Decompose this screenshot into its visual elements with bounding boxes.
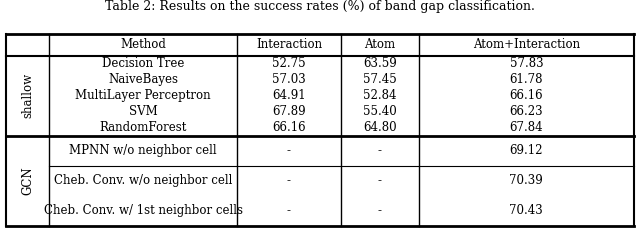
Text: -: -: [378, 144, 382, 157]
Text: -: -: [287, 204, 291, 217]
Text: Atom+Interaction: Atom+Interaction: [473, 38, 580, 51]
Text: 66.16: 66.16: [509, 89, 543, 102]
Text: 52.75: 52.75: [272, 57, 306, 70]
Text: 61.78: 61.78: [509, 73, 543, 86]
Text: -: -: [378, 174, 382, 187]
Text: 67.89: 67.89: [272, 105, 306, 118]
Text: 64.91: 64.91: [272, 89, 306, 102]
Text: 66.16: 66.16: [272, 121, 306, 134]
Text: MultiLayer Perceptron: MultiLayer Perceptron: [76, 89, 211, 102]
Text: 52.84: 52.84: [363, 89, 397, 102]
Text: Interaction: Interaction: [256, 38, 322, 51]
Text: Table 2: Results on the success rates (%) of band gap classification.: Table 2: Results on the success rates (%…: [105, 0, 535, 14]
Text: Method: Method: [120, 38, 166, 51]
Text: 57.83: 57.83: [509, 57, 543, 70]
Text: 63.59: 63.59: [363, 57, 397, 70]
Text: 70.43: 70.43: [509, 204, 543, 217]
Text: 57.03: 57.03: [272, 73, 306, 86]
Text: Cheb. Conv. w/o neighbor cell: Cheb. Conv. w/o neighbor cell: [54, 174, 232, 187]
Text: -: -: [287, 144, 291, 157]
Text: 64.80: 64.80: [363, 121, 397, 134]
Text: 57.45: 57.45: [363, 73, 397, 86]
Text: -: -: [378, 204, 382, 217]
Text: GCN: GCN: [21, 167, 34, 195]
Text: 70.39: 70.39: [509, 174, 543, 187]
Text: 67.84: 67.84: [509, 121, 543, 134]
Text: 69.12: 69.12: [509, 144, 543, 157]
Text: Cheb. Conv. w/ 1st neighbor cells: Cheb. Conv. w/ 1st neighbor cells: [44, 204, 243, 217]
Text: RandomForest: RandomForest: [99, 121, 187, 134]
Text: 55.40: 55.40: [363, 105, 397, 118]
Text: SVM: SVM: [129, 105, 157, 118]
Text: 66.23: 66.23: [509, 105, 543, 118]
Text: NaiveBayes: NaiveBayes: [108, 73, 178, 86]
Text: MPNN w/o neighbor cell: MPNN w/o neighbor cell: [69, 144, 217, 157]
Text: shallow: shallow: [21, 73, 34, 118]
Text: -: -: [287, 174, 291, 187]
Text: Atom: Atom: [364, 38, 396, 51]
Text: Decision Tree: Decision Tree: [102, 57, 184, 70]
